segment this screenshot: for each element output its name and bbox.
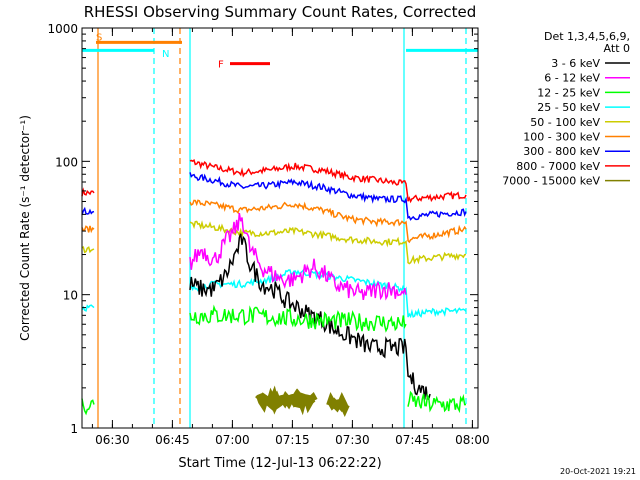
series-line-7-seg-2 — [407, 390, 467, 414]
legend: Det 1,3,4,5,6,9,Att 0 3 - 6 keV 6 - 12 keV… — [502, 30, 630, 188]
annotation-N: N — [162, 49, 169, 60]
series-line-0-seg-0 — [81, 187, 95, 197]
series-line-2-seg-0 — [81, 225, 95, 234]
y-tick-label-2: 100 — [55, 155, 78, 169]
x-tick-label-2: 07:00 — [215, 433, 250, 447]
series-line-3-seg-1 — [189, 220, 467, 265]
legend-label-6: 300 - 800 keV — [523, 145, 600, 158]
footer-timestamp: 20-Oct-2021 19:21 — [560, 467, 636, 476]
x-tick-label-1: 06:45 — [155, 433, 190, 447]
series-line-7-seg-0 — [81, 398, 95, 416]
series-line-1-seg-1 — [189, 172, 467, 221]
legend-label-0: 3 - 6 keV — [551, 57, 600, 70]
x-tick-label-0: 06:30 — [95, 433, 130, 447]
y-tick-label-1: 10 — [63, 289, 78, 303]
plot-area: S N F — [81, 28, 478, 428]
annotation-F: F — [218, 60, 224, 71]
chart-title: RHESSI Observing Summary Count Rates, Co… — [84, 3, 477, 21]
series-line-8-seg-1 — [326, 391, 350, 418]
legend-header-0: Det 1,3,4,5,6,9, — [544, 30, 630, 43]
legend-label-7: 800 - 7000 keV — [516, 160, 600, 173]
legend-label-3: 25 - 50 keV — [537, 101, 600, 114]
axes: 1 10 100 1000 06:30 06:45 07:00 07:15 07:30 07:45… — [47, 22, 489, 447]
y-tick-label-3: 1000 — [47, 22, 78, 36]
y-tick-label-0: 1 — [70, 422, 78, 436]
series-line-3-seg-0 — [81, 246, 95, 254]
x-tick-label-3: 07:15 — [275, 433, 310, 447]
x-tick-label-5: 07:45 — [395, 433, 430, 447]
series-line-4-seg-1 — [189, 268, 467, 319]
series-line-7-seg-1 — [189, 304, 407, 333]
series-line-2-seg-1 — [189, 199, 467, 244]
x-tick-label-4: 07:30 — [335, 433, 370, 447]
legend-header-1: Att 0 — [604, 42, 630, 55]
series-line-1-seg-0 — [81, 206, 95, 216]
plot-frame — [81, 27, 479, 429]
legend-label-1: 6 - 12 keV — [544, 72, 600, 85]
x-axis-label: Start Time (12-Jul-13 06:22:22) — [178, 456, 381, 471]
legend-label-4: 50 - 100 keV — [530, 116, 600, 129]
series-line-4-seg-0 — [81, 304, 95, 312]
series-line-0-seg-1 — [189, 159, 467, 204]
legend-label-8: 7000 - 15000 keV — [502, 175, 600, 188]
legend-label-2: 12 - 25 keV — [537, 86, 600, 99]
series-line-5-seg-0 — [189, 212, 407, 301]
legend-label-5: 100 - 300 keV — [523, 131, 600, 144]
x-tick-label-6: 08:00 — [455, 433, 490, 447]
y-axis-label: Corrected Count Rate (s⁻¹ detector⁻¹) — [18, 115, 32, 341]
series-line-8-seg-0 — [255, 385, 318, 416]
annotation-S: S — [96, 33, 102, 44]
